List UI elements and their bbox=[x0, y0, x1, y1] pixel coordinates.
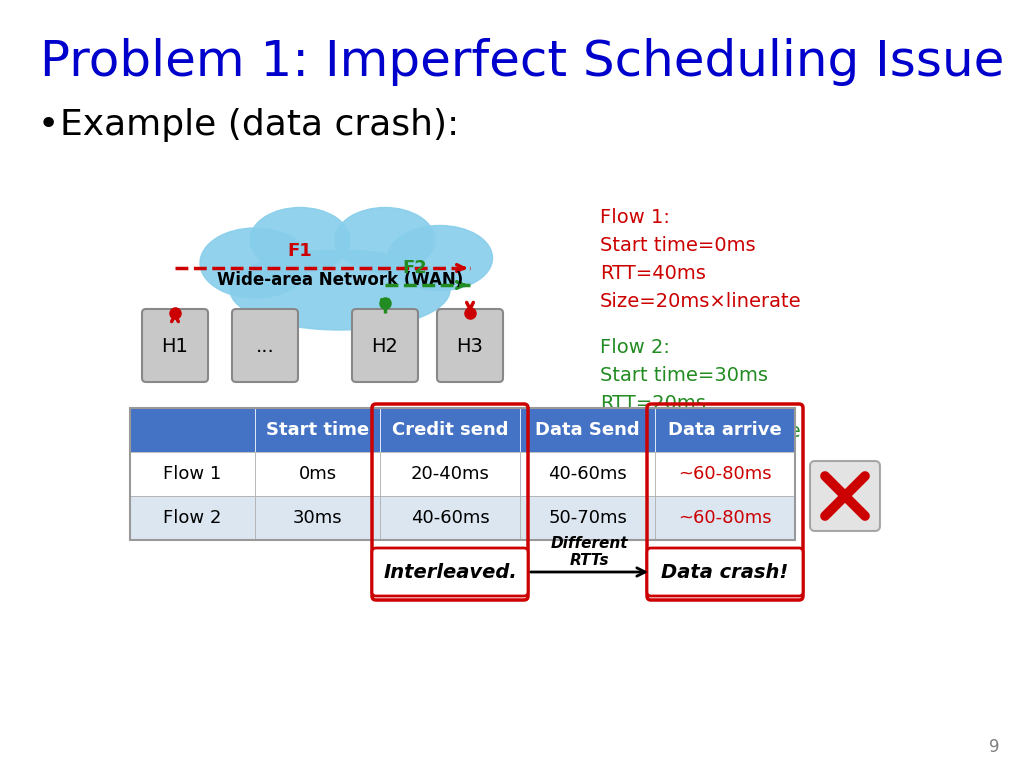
Bar bbox=[130, 408, 255, 452]
Text: Flow 2: Flow 2 bbox=[163, 509, 221, 527]
Ellipse shape bbox=[200, 228, 310, 298]
Bar bbox=[255, 496, 380, 540]
Text: 0ms: 0ms bbox=[298, 465, 337, 483]
Bar bbox=[255, 408, 380, 452]
Text: Size=20ms×linerate: Size=20ms×linerate bbox=[600, 292, 802, 311]
Text: Flow 1:: Flow 1: bbox=[600, 208, 670, 227]
FancyBboxPatch shape bbox=[352, 309, 418, 382]
Text: RTT=20ms: RTT=20ms bbox=[600, 394, 706, 413]
Text: Start time=30ms: Start time=30ms bbox=[600, 366, 768, 385]
FancyBboxPatch shape bbox=[232, 309, 298, 382]
FancyBboxPatch shape bbox=[437, 309, 503, 382]
Text: 9: 9 bbox=[989, 738, 1000, 756]
Text: F2: F2 bbox=[402, 259, 427, 277]
Ellipse shape bbox=[387, 226, 493, 290]
Bar bbox=[130, 452, 255, 496]
Text: Start time: Start time bbox=[266, 421, 369, 439]
Text: F1: F1 bbox=[288, 242, 312, 260]
Bar bbox=[520, 408, 655, 452]
Text: RTT=40ms: RTT=40ms bbox=[600, 264, 706, 283]
Text: 40-60ms: 40-60ms bbox=[411, 509, 489, 527]
Bar bbox=[520, 452, 655, 496]
Text: H2: H2 bbox=[372, 336, 398, 356]
Bar bbox=[380, 452, 520, 496]
Bar bbox=[380, 496, 520, 540]
Text: ~60-80ms: ~60-80ms bbox=[678, 465, 772, 483]
FancyBboxPatch shape bbox=[647, 548, 803, 596]
Text: Data Send: Data Send bbox=[536, 421, 640, 439]
Text: ...: ... bbox=[256, 336, 274, 356]
Text: Data arrive: Data arrive bbox=[668, 421, 782, 439]
Text: Example (data crash):: Example (data crash): bbox=[60, 108, 459, 142]
Bar bbox=[380, 408, 520, 452]
Text: Flow 2:: Flow 2: bbox=[600, 338, 670, 357]
Text: Start time=0ms: Start time=0ms bbox=[600, 236, 756, 255]
Text: Credit send: Credit send bbox=[392, 421, 508, 439]
Ellipse shape bbox=[250, 207, 350, 273]
Bar bbox=[655, 496, 795, 540]
Ellipse shape bbox=[230, 250, 450, 330]
Text: Size=20ms×linerate: Size=20ms×linerate bbox=[600, 422, 802, 441]
FancyBboxPatch shape bbox=[810, 461, 880, 531]
Bar bbox=[130, 496, 255, 540]
Text: ~60-80ms: ~60-80ms bbox=[678, 509, 772, 527]
Bar bbox=[655, 452, 795, 496]
Text: H1: H1 bbox=[162, 336, 188, 356]
Ellipse shape bbox=[335, 207, 435, 273]
Bar bbox=[130, 408, 795, 540]
Text: Different
RTTs: Different RTTs bbox=[551, 535, 629, 568]
Text: 50-70ms: 50-70ms bbox=[548, 509, 627, 527]
Text: H3: H3 bbox=[457, 336, 483, 356]
Bar bbox=[520, 496, 655, 540]
Text: Flow 1: Flow 1 bbox=[164, 465, 221, 483]
Text: Data crash!: Data crash! bbox=[662, 562, 788, 581]
Text: 20-40ms: 20-40ms bbox=[411, 465, 489, 483]
Bar bbox=[255, 452, 380, 496]
Text: 40-60ms: 40-60ms bbox=[548, 465, 627, 483]
Text: Problem 1: Imperfect Scheduling Issue: Problem 1: Imperfect Scheduling Issue bbox=[40, 38, 1005, 86]
Text: •: • bbox=[38, 108, 59, 142]
FancyBboxPatch shape bbox=[142, 309, 208, 382]
Bar bbox=[655, 408, 795, 452]
Text: 30ms: 30ms bbox=[293, 509, 342, 527]
Text: Wide-area Network (WAN): Wide-area Network (WAN) bbox=[217, 271, 463, 289]
Text: Interleaved.: Interleaved. bbox=[383, 562, 517, 581]
FancyBboxPatch shape bbox=[372, 548, 528, 596]
